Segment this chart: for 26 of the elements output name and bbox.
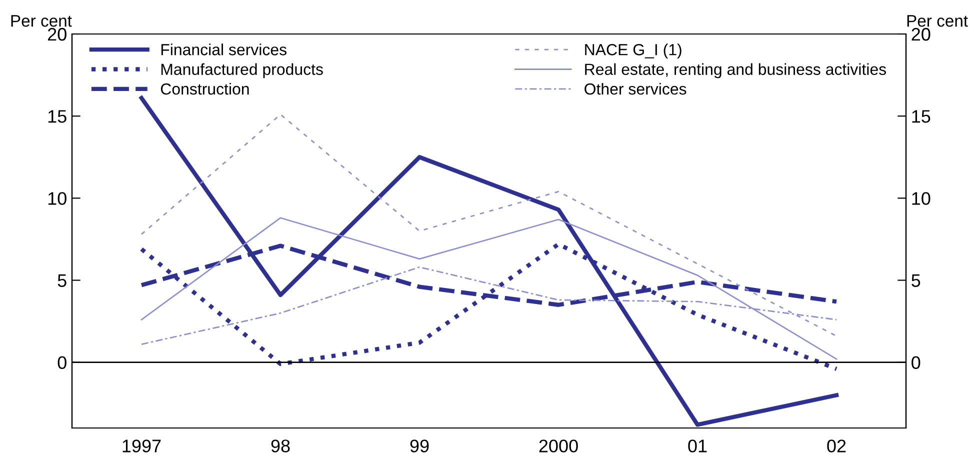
y-tick-label: 20 (48, 28, 66, 41)
x-tick-label: 01 (688, 440, 707, 452)
x-tick-label: 02 (827, 440, 846, 452)
x-tick-label: 98 (271, 440, 290, 452)
legend-label: Construction (160, 82, 249, 95)
y-tick-label: 5 (58, 274, 66, 287)
y2-axis-title: Per cent (907, 15, 968, 27)
y2-tick-label: 15 (912, 110, 930, 123)
legend-label: Other services (584, 82, 686, 95)
x-tick-label: 99 (410, 440, 429, 452)
legend-label: Financial services (161, 44, 286, 56)
line-series (140, 217, 838, 360)
y-axis-title: Per cent (11, 15, 72, 27)
y2-tick-label: 20 (912, 28, 930, 41)
legend-label: Real estate, renting and business activities (585, 63, 886, 78)
line-series (139, 96, 839, 427)
y2-tick-label: 0 (912, 356, 920, 370)
legend-label: Manufactured products (161, 63, 323, 78)
y-tick-label: 15 (48, 110, 66, 123)
x-tick-label: 2000 (539, 440, 578, 452)
legend-label: NACE G_I (1) (585, 44, 682, 58)
y-tick-label: 10 (48, 192, 66, 205)
y-tick-label: 0 (58, 356, 66, 370)
y2-tick-label: 10 (912, 192, 930, 205)
y2-tick-label: 5 (912, 274, 920, 287)
x-tick-label: 1997 (122, 440, 161, 452)
